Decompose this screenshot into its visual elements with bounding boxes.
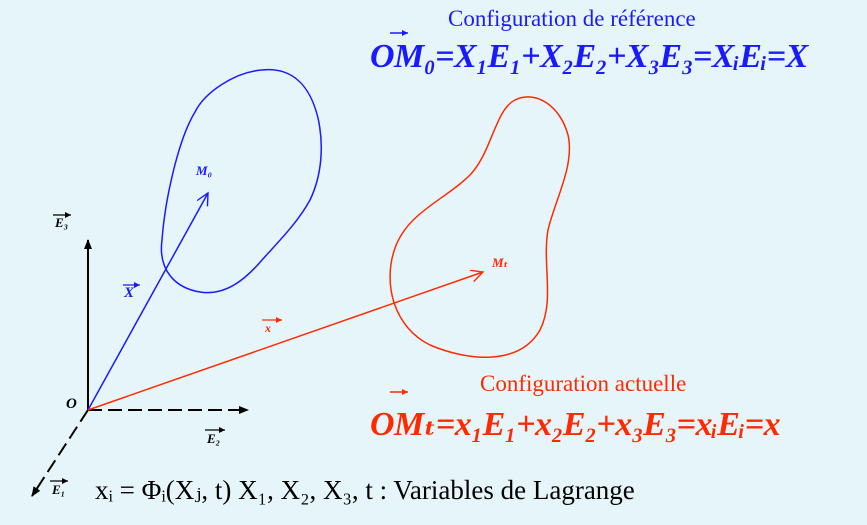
origin-label: O	[66, 396, 77, 412]
axis-e1	[31, 409, 89, 497]
mt-label: Mₜ	[492, 255, 509, 270]
current-body-outline	[389, 96, 571, 358]
vector-x-label: x	[265, 321, 271, 335]
equation-actuelle: OMₜ=x₁E₁+x₂E₂+x₃E₃=xᵢEᵢ=x	[370, 406, 781, 443]
lagrange-equation: xᵢ = Φᵢ(Xⱼ, t) X₁, X₂, X₃, t : Variables…	[95, 475, 635, 505]
e2-label: E₂	[207, 431, 221, 446]
reference-body-outline	[160, 68, 322, 294]
e3-label: E₃	[55, 215, 69, 230]
equation-reference: OM₀=X₁E₁+X₂E₂+X₃E₃=XᵢEᵢ=X	[370, 38, 808, 75]
e1-label: E₁	[52, 482, 66, 497]
vector-x	[87, 272, 483, 411]
config-actuelle-title: Configuration actuelle	[480, 371, 687, 396]
vector-X	[87, 193, 208, 411]
config-reference-title: Configuration de référence	[448, 6, 696, 31]
vector-X-label: X	[124, 285, 135, 301]
m0-label: M₀	[196, 163, 213, 178]
